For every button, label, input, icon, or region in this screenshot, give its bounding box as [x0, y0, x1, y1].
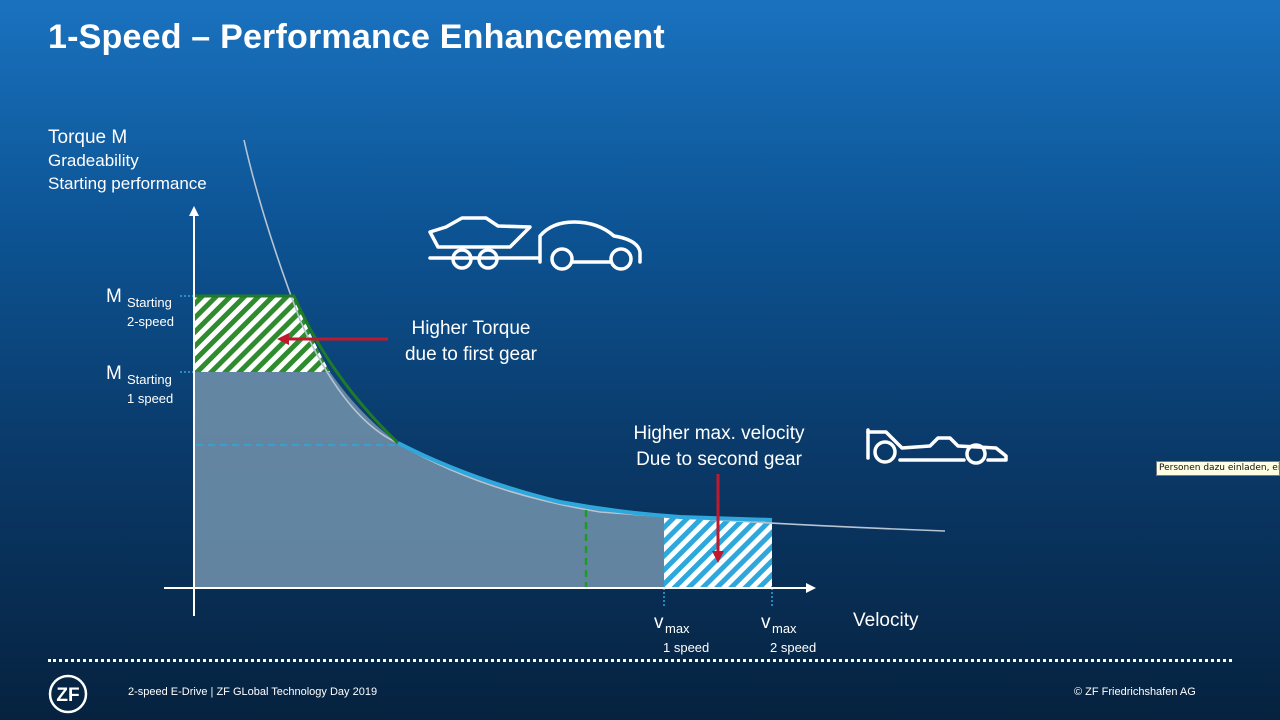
green-torque-edge	[194, 294, 400, 445]
zf-logo: ZF	[48, 674, 88, 714]
m-starting-2speed-sub2: 2-speed	[127, 314, 174, 329]
annotation-velocity-line2: Due to second gear	[636, 449, 803, 470]
y-axis-label-line2: Gradeability	[48, 151, 139, 170]
vmax-1speed-symbol: v	[654, 612, 664, 633]
footer-divider	[48, 659, 1232, 662]
footer-copyright: © ZF Friedrichshafen AG	[1074, 686, 1196, 698]
race-car-icon	[866, 428, 1008, 465]
m-starting-1speed-sub2: 1 speed	[127, 391, 173, 406]
x-axis-label: Velocity	[853, 610, 919, 631]
annotation-velocity-line1: Higher max. velocity	[633, 423, 805, 444]
m-starting-2speed-sub1: Starting	[127, 295, 172, 310]
m-starting-2speed-symbol: M	[106, 286, 122, 307]
y-axis-label-line1: Torque M	[48, 127, 127, 148]
zf-logo-text: ZF	[56, 685, 79, 706]
vmax-1speed-caption: 1 speed	[663, 640, 709, 655]
car-with-trailer-icon	[428, 216, 642, 271]
vmax-2speed-symbol: v	[761, 612, 771, 633]
vmax-2speed-caption: 2 speed	[770, 640, 816, 655]
comment-tooltip: Personen dazu einladen, eine	[1156, 461, 1280, 476]
y-axis-label-line3: Starting performance	[48, 174, 207, 193]
slide-title: 1-Speed – Performance Enhancement	[48, 18, 665, 56]
vmax-1speed-sub: max	[665, 621, 690, 636]
footer-event-text: 2-speed E-Drive | ZF GLobal Technology D…	[128, 686, 378, 698]
annotation-torque-line1: Higher Torque	[411, 318, 530, 339]
m-starting-1speed-sub1: Starting	[127, 372, 172, 387]
annotation-torque-line2: due to first gear	[405, 344, 538, 365]
vmax-2speed-sub: max	[772, 621, 797, 636]
m-starting-1speed-symbol: M	[106, 363, 122, 384]
torque-gain-area	[194, 296, 330, 372]
blue-velocity-curve	[397, 441, 773, 522]
